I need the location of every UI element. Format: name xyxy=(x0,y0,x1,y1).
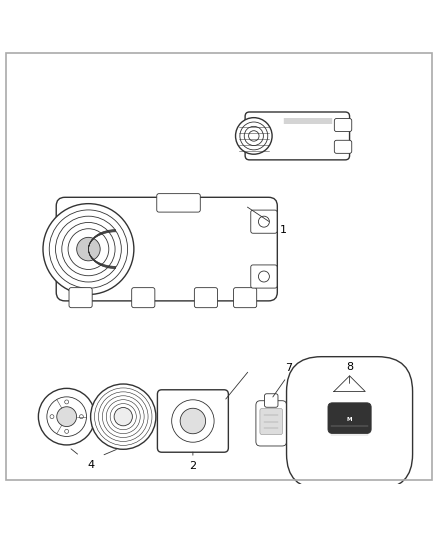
Circle shape xyxy=(56,216,121,282)
FancyBboxPatch shape xyxy=(56,197,277,301)
Text: 8: 8 xyxy=(346,362,353,372)
FancyBboxPatch shape xyxy=(251,210,277,233)
Circle shape xyxy=(95,388,152,446)
Circle shape xyxy=(49,210,127,288)
Circle shape xyxy=(65,400,69,404)
FancyBboxPatch shape xyxy=(245,112,350,160)
Circle shape xyxy=(91,384,156,449)
Text: 4: 4 xyxy=(87,460,94,470)
Circle shape xyxy=(39,389,95,445)
Circle shape xyxy=(172,400,214,442)
Circle shape xyxy=(43,204,134,295)
Circle shape xyxy=(65,430,69,433)
Circle shape xyxy=(57,407,77,426)
FancyBboxPatch shape xyxy=(194,288,218,308)
FancyBboxPatch shape xyxy=(286,357,413,489)
FancyBboxPatch shape xyxy=(69,288,92,308)
Text: M: M xyxy=(347,417,352,422)
Circle shape xyxy=(258,271,269,282)
FancyBboxPatch shape xyxy=(132,288,155,308)
FancyBboxPatch shape xyxy=(265,394,278,407)
FancyBboxPatch shape xyxy=(251,265,277,288)
Circle shape xyxy=(180,408,205,434)
Circle shape xyxy=(50,415,54,418)
Circle shape xyxy=(236,118,272,154)
Circle shape xyxy=(110,403,136,430)
Text: 1: 1 xyxy=(280,225,287,235)
FancyBboxPatch shape xyxy=(157,193,200,212)
FancyBboxPatch shape xyxy=(157,390,228,452)
FancyBboxPatch shape xyxy=(334,140,352,154)
Circle shape xyxy=(244,126,263,146)
Circle shape xyxy=(99,392,148,441)
Circle shape xyxy=(114,408,132,426)
Circle shape xyxy=(68,229,109,270)
FancyBboxPatch shape xyxy=(260,408,283,435)
FancyBboxPatch shape xyxy=(334,118,352,132)
Circle shape xyxy=(102,396,144,438)
Circle shape xyxy=(77,237,100,261)
Text: 7: 7 xyxy=(285,363,292,373)
FancyBboxPatch shape xyxy=(233,288,257,308)
Circle shape xyxy=(240,122,268,150)
FancyBboxPatch shape xyxy=(256,401,286,446)
Circle shape xyxy=(47,397,86,437)
Circle shape xyxy=(62,222,115,276)
Polygon shape xyxy=(334,376,365,392)
FancyBboxPatch shape xyxy=(328,403,371,433)
Circle shape xyxy=(249,131,259,141)
Text: 2: 2 xyxy=(189,462,197,472)
Circle shape xyxy=(79,415,83,418)
Circle shape xyxy=(258,216,269,227)
Circle shape xyxy=(106,400,140,434)
